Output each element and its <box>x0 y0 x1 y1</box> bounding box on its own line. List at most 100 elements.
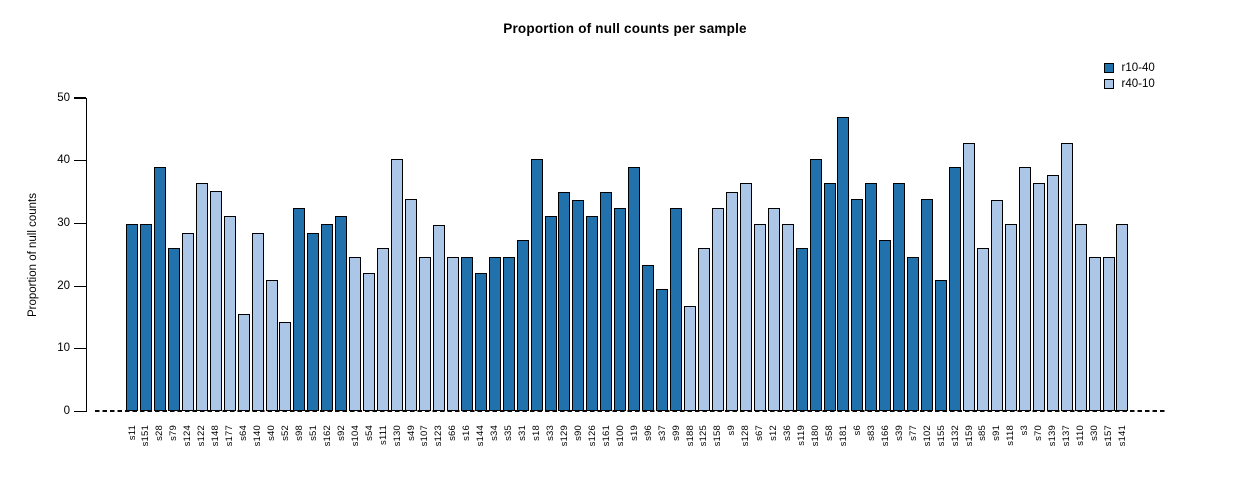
x-tick-label-s159: s159 <box>963 425 975 447</box>
y-tick-label-10: 10 <box>57 342 70 355</box>
bar-s128 <box>739 182 752 412</box>
bar-s119 <box>795 248 808 412</box>
bar-s40 <box>265 280 278 412</box>
x-tick-label-s110: s110 <box>1075 425 1087 446</box>
x-tick-label-s137: s137 <box>1061 425 1073 447</box>
bar-s30 <box>1088 257 1101 412</box>
x-tick-label-s6: s6 <box>851 425 863 436</box>
bar-s98 <box>293 207 306 412</box>
x-tick-label-s34: s34 <box>489 425 501 441</box>
x-tick-label-s85: s85 <box>977 425 989 441</box>
x-tick-label-s102: s102 <box>921 425 933 447</box>
x-tick-label-s122: s122 <box>196 425 208 447</box>
bar-s35 <box>502 257 515 412</box>
x-tick-label-s126: s126 <box>586 425 598 447</box>
bar-s11 <box>126 224 138 412</box>
bar-s151 <box>139 224 152 412</box>
bar-s100 <box>614 208 627 412</box>
x-tick-label-s35: s35 <box>503 425 515 441</box>
bar-s66 <box>446 257 459 412</box>
x-tick-label-s128: s128 <box>740 425 752 447</box>
bar-s159 <box>963 142 975 412</box>
y-tick-mark-30 <box>74 222 86 225</box>
legend-swatch-r40-10 <box>1104 79 1114 89</box>
x-tick-label-s151: s151 <box>140 425 152 447</box>
bar-s126 <box>586 215 599 412</box>
bar-s36 <box>781 224 794 412</box>
x-tick-label-s91: s91 <box>991 425 1003 441</box>
x-tick-label-s140: s140 <box>252 425 264 447</box>
bar-s111 <box>377 248 390 412</box>
bar-s58 <box>823 182 836 412</box>
bar-s123 <box>432 224 445 412</box>
x-tick-label-s54: s54 <box>363 425 375 441</box>
bar-s102 <box>921 198 934 412</box>
x-tick-label-s158: s158 <box>712 425 724 447</box>
chart-title: Proportion of null counts per sample <box>503 21 747 36</box>
x-tick-label-s40: s40 <box>266 425 277 441</box>
bar-s166 <box>879 240 892 412</box>
bar-s188 <box>684 305 696 412</box>
x-tick-label-s36: s36 <box>782 425 794 441</box>
x-tick-label-s123: s123 <box>433 425 445 447</box>
x-tick-label-s70: s70 <box>1033 425 1045 441</box>
x-tick-label-s181: s181 <box>837 425 849 447</box>
bar-s144 <box>474 272 487 412</box>
x-tick-label-s180: s180 <box>810 425 822 447</box>
x-tick-label-s119: s119 <box>796 425 808 446</box>
x-tick-label-s132: s132 <box>949 425 961 447</box>
bar-s37 <box>656 288 669 412</box>
legend: r10-40 r40-10 <box>1104 60 1155 92</box>
legend-label-r40-10: r40-10 <box>1121 78 1155 90</box>
bar-s18 <box>530 158 543 412</box>
x-tick-label-s166: s166 <box>879 425 891 447</box>
y-tick-mark-50 <box>74 97 86 99</box>
x-tick-label-s52: s52 <box>279 425 291 441</box>
bar-s9 <box>725 192 738 412</box>
bar-s3 <box>1018 166 1031 412</box>
x-tick-label-s129: s129 <box>558 425 570 447</box>
bar-s125 <box>697 248 710 412</box>
y-tick-mark-0 <box>74 410 86 413</box>
x-tick-label-s79: s79 <box>168 425 180 441</box>
bar-s67 <box>753 224 766 412</box>
x-tick-label-s148: s148 <box>210 425 222 447</box>
bar-s107 <box>418 257 431 412</box>
x-tick-label-s31: s31 <box>517 425 529 441</box>
legend-label-r10-40: r10-40 <box>1121 62 1155 74</box>
bar-s52 <box>279 322 292 412</box>
x-tick-label-s157: s157 <box>1103 425 1114 447</box>
y-tick-label-0: 0 <box>63 405 70 417</box>
y-tick-label-50: 50 <box>57 91 70 104</box>
bar-s132 <box>949 166 962 412</box>
x-tick-label-s39: s39 <box>893 425 905 441</box>
x-tick-label-s92: s92 <box>335 425 347 441</box>
bar-s91 <box>990 199 1003 412</box>
y-axis-line <box>85 97 87 412</box>
x-tick-label-s188: s188 <box>684 425 696 447</box>
x-tick-label-s155: s155 <box>935 425 947 447</box>
bar-s148 <box>209 191 222 412</box>
bar-s79 <box>167 248 180 412</box>
x-tick-label-s125: s125 <box>698 425 710 447</box>
bar-s70 <box>1032 182 1045 412</box>
x-tick-label-s83: s83 <box>865 425 877 441</box>
bar-s155 <box>935 280 948 412</box>
bar-s122 <box>195 182 208 412</box>
x-tick-label-s64: s64 <box>238 425 250 441</box>
bar-s49 <box>405 198 417 412</box>
x-tick-label-s67: s67 <box>754 425 766 441</box>
x-tick-label-s118: s118 <box>1005 425 1017 446</box>
x-tick-label-s12: s12 <box>768 425 780 441</box>
bar-s85 <box>976 248 989 412</box>
bar-s83 <box>865 182 878 412</box>
bar-s104 <box>349 257 362 412</box>
y-axis-title: Proportion of null counts <box>27 192 39 318</box>
x-tick-label-s58: s58 <box>824 425 835 441</box>
bar-s19 <box>628 166 641 412</box>
bar-s181 <box>837 117 850 412</box>
x-tick-label-s3: s3 <box>1019 425 1031 436</box>
x-tick-label-s33: s33 <box>545 425 556 441</box>
x-tick-label-s28: s28 <box>154 425 166 441</box>
x-tick-label-s139: s139 <box>1047 425 1059 447</box>
